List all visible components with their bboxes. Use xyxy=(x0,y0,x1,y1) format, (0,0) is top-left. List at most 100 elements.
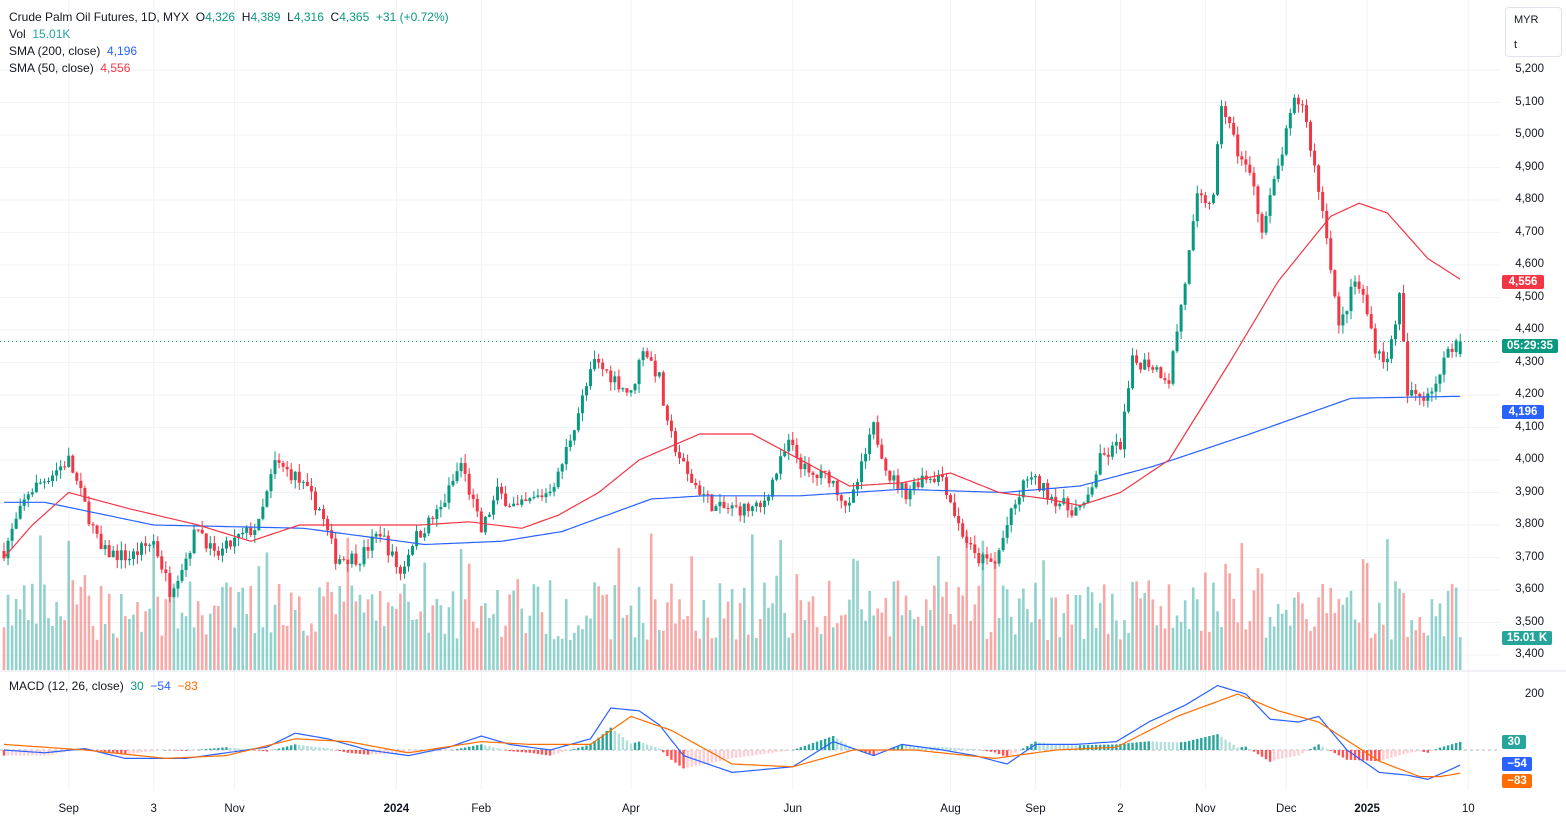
candle-body xyxy=(273,460,277,475)
macd-histogram-bar xyxy=(613,730,616,750)
candle-body xyxy=(714,506,718,511)
macd-histogram-bar xyxy=(1450,744,1454,750)
candle-body xyxy=(811,472,815,475)
candle-body xyxy=(220,548,224,556)
macd-legend[interactable]: MACD (12, 26, close) 30 −54 −83 xyxy=(9,678,198,695)
volume-bar xyxy=(403,583,406,670)
macd-histogram-bar xyxy=(484,745,487,750)
volume-bar xyxy=(366,599,370,670)
candle-body xyxy=(269,474,273,492)
macd-histogram-bar xyxy=(1159,741,1163,750)
candle-body xyxy=(637,360,641,385)
volume-bar xyxy=(532,584,536,670)
candle-body xyxy=(1001,537,1005,551)
candle-body xyxy=(1135,355,1139,363)
candle-body xyxy=(1139,362,1143,370)
volume-bar xyxy=(463,599,467,670)
candle-body xyxy=(589,369,593,387)
volume-bar xyxy=(1147,580,1151,670)
macd-histogram-bar xyxy=(31,750,34,756)
volume-bar xyxy=(59,616,62,670)
macd-histogram-bar xyxy=(500,749,503,750)
candle-body xyxy=(1321,191,1325,211)
candle-body xyxy=(831,480,835,484)
macd-histogram-bar xyxy=(1345,750,1349,760)
volume-bar xyxy=(500,636,503,670)
price-tick-label: 3,500 xyxy=(1515,615,1544,628)
macd-histogram-bar xyxy=(318,747,321,750)
macd-histogram-bar xyxy=(565,750,568,752)
sma200-legend[interactable]: SMA (200, close) 4,196 xyxy=(9,43,137,60)
volume-bar xyxy=(682,619,685,670)
macd-histogram-bar xyxy=(953,747,956,750)
macd-histogram-bar xyxy=(787,750,790,751)
volume-bar xyxy=(111,633,115,670)
volume-bar xyxy=(354,601,358,670)
volume-bar xyxy=(775,575,778,670)
volume-bar xyxy=(318,587,321,670)
macd-histogram-bar xyxy=(35,750,38,756)
candle-body xyxy=(475,498,479,512)
macd-histogram-bar xyxy=(650,745,653,750)
volume-bar xyxy=(358,594,362,670)
volume-bar xyxy=(1325,613,1329,670)
candle-body xyxy=(1296,97,1300,105)
candle-body xyxy=(1313,150,1317,166)
volume-bar xyxy=(293,609,297,670)
macd-line xyxy=(3,684,1461,781)
candle-body xyxy=(1349,286,1353,312)
macd-histogram-bar xyxy=(937,746,940,750)
macd-histogram-bar xyxy=(734,750,738,758)
macd-histogram-bar xyxy=(459,748,463,750)
sma50-legend[interactable]: SMA (50, close) 4,556 xyxy=(9,60,130,77)
macd-histogram-bar xyxy=(160,750,163,751)
volume-bar xyxy=(399,593,402,670)
candle-body xyxy=(253,530,257,535)
candle-body xyxy=(726,507,730,509)
volume-bar xyxy=(306,635,309,670)
candle-body xyxy=(1284,128,1288,155)
candle-body xyxy=(981,554,985,564)
volume-bar xyxy=(1208,631,1211,670)
macd-histogram-bar xyxy=(472,745,475,750)
candle-body xyxy=(669,420,673,432)
candle-body xyxy=(1127,388,1131,412)
macd-histogram-bar xyxy=(832,736,835,750)
volume-bar xyxy=(953,624,956,670)
volume-bar xyxy=(164,599,168,670)
macd-histogram-bar xyxy=(1305,750,1308,752)
candle-body xyxy=(38,482,42,484)
candle-body xyxy=(1385,358,1389,363)
macd-histogram-bar xyxy=(981,750,985,751)
volume-bar xyxy=(904,595,908,670)
volume-bar xyxy=(1195,599,1199,670)
currency-unit-button[interactable]: MYR t xyxy=(1505,7,1562,57)
macd-histogram-bar xyxy=(1001,750,1005,756)
macd-histogram-bar xyxy=(605,730,608,750)
macd-histogram-bar xyxy=(508,750,511,752)
volume-bar xyxy=(1422,632,1426,670)
volume-bar xyxy=(257,566,261,670)
volume-bar xyxy=(1442,636,1446,670)
volume-bar xyxy=(87,595,91,670)
volume-legend[interactable]: Vol 15.01K xyxy=(9,26,70,43)
candle-body xyxy=(42,481,46,483)
macd-histogram-bar xyxy=(302,745,305,750)
volume-bar xyxy=(1131,582,1134,670)
volume-bar xyxy=(937,556,940,670)
volume-bar xyxy=(144,611,147,670)
volume-bar xyxy=(152,544,155,670)
candle-body xyxy=(1054,496,1058,507)
candle-body xyxy=(148,544,152,546)
volume-bar xyxy=(1240,543,1244,670)
volume-bar xyxy=(1276,604,1280,670)
volume-bar xyxy=(55,601,58,670)
macd-histogram-bar xyxy=(751,750,754,756)
candle-body xyxy=(977,552,981,564)
volume-bar xyxy=(1313,626,1316,670)
volume-bar xyxy=(564,599,568,670)
volume-bar xyxy=(1284,609,1288,670)
candle-body xyxy=(985,554,989,559)
macd-histogram-bar xyxy=(561,750,564,753)
